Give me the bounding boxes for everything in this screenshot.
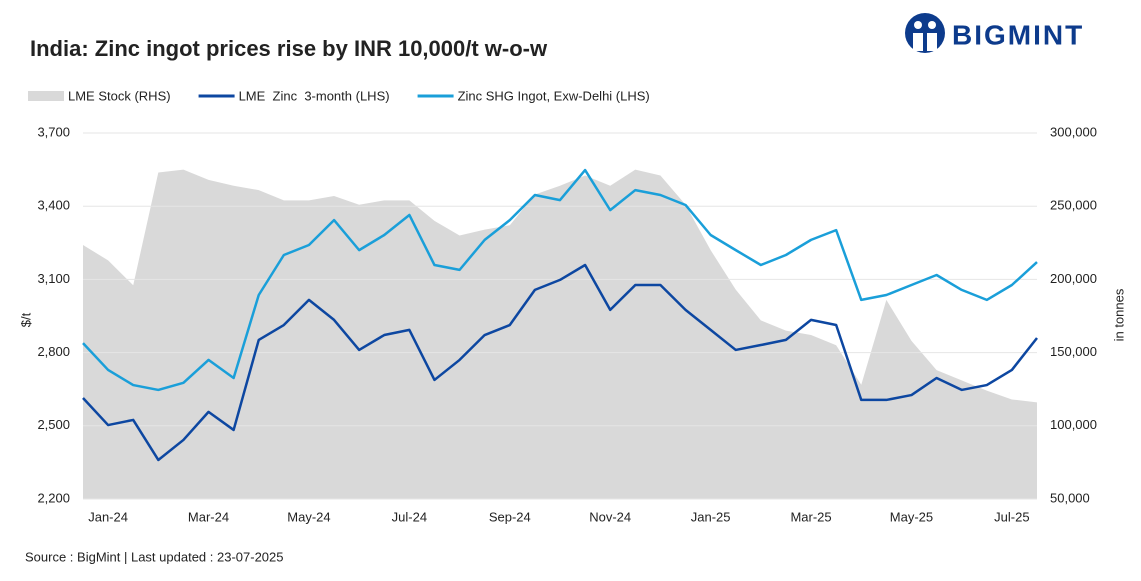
y2-axis-label: in tonnes [1111,288,1126,341]
x-tick-label: Sep-24 [489,509,531,524]
x-tick-label: Jan-24 [88,509,128,524]
x-tick-label: Jul-24 [392,509,427,524]
logo-text: BIGMINT [952,19,1084,50]
y-tick-label: 3,400 [37,198,70,213]
y-tick-label: 3,100 [37,271,70,286]
x-tick-label: Jan-25 [691,509,731,524]
area-layer [83,169,1037,499]
price-line [82,263,1038,462]
y2-tick-label: 50,000 [1050,490,1090,505]
legend-swatch [28,91,64,101]
stock-area [83,169,1037,499]
y2-tick-label: 250,000 [1050,198,1097,213]
y2-tick-label: 200,000 [1050,271,1097,286]
y-tick-label: 3,700 [37,124,70,139]
y2-tick-label: 150,000 [1050,344,1097,359]
logo-icon [905,13,945,53]
x-tick-label: Mar-25 [790,509,831,524]
legend-label: LME Stock (RHS) [68,88,171,103]
x-tick-label: Nov-24 [589,509,631,524]
y2-tick-label: 100,000 [1050,417,1097,432]
legend-label: Zinc SHG Ingot, Exw-Delhi (LHS) [458,88,650,103]
source-note: Source : BigMint | Last updated : 23-07-… [25,549,283,564]
x-tick-label: May-25 [890,509,933,524]
x-tick-label: Jul-25 [994,509,1029,524]
y-axis-label: $/t [18,312,33,327]
y2-tick-label: 300,000 [1050,124,1097,139]
legend-label: LME Zinc 3-month (LHS) [239,88,390,103]
price-line [82,168,1038,392]
y-tick-label: 2,800 [37,344,70,359]
y-tick-label: 2,200 [37,490,70,505]
chart-title: India: Zinc ingot prices rise by INR 10,… [30,36,548,61]
x-tick-label: May-24 [287,509,330,524]
line-layer [82,168,1038,462]
x-tick-label: Mar-24 [188,509,229,524]
y-tick-label: 2,500 [37,417,70,432]
